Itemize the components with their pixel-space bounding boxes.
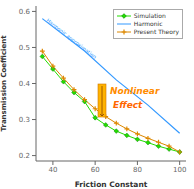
svg-text:0.4: 0.4 [19,80,31,88]
svg-text:40: 40 [48,166,57,174]
svg-text:0.6: 0.6 [19,8,31,16]
svg-text:Friction Constant: Friction Constant [75,180,148,189]
svg-text:80: 80 [133,166,142,174]
svg-text:Transmission Coefficient: Transmission Coefficient [8,35,9,132]
svg-text:0.2: 0.2 [19,152,30,160]
svg-text:Nonlinear: Nonlinear [110,86,160,96]
html-text:Present Theory: Present Theory [133,28,179,35]
svg-text:0.3: 0.3 [19,116,30,124]
html-text:Simulation: Simulation [133,12,166,19]
svg-text:100: 100 [173,166,186,174]
html-text:Harmonic: Harmonic [133,20,163,27]
svg-text:0.5: 0.5 [19,44,30,52]
svg-text:Harmonic approximation: Harmonic approximation [45,17,98,61]
svg-text:Effect: Effect [113,100,143,110]
svg-text:60: 60 [91,166,100,174]
